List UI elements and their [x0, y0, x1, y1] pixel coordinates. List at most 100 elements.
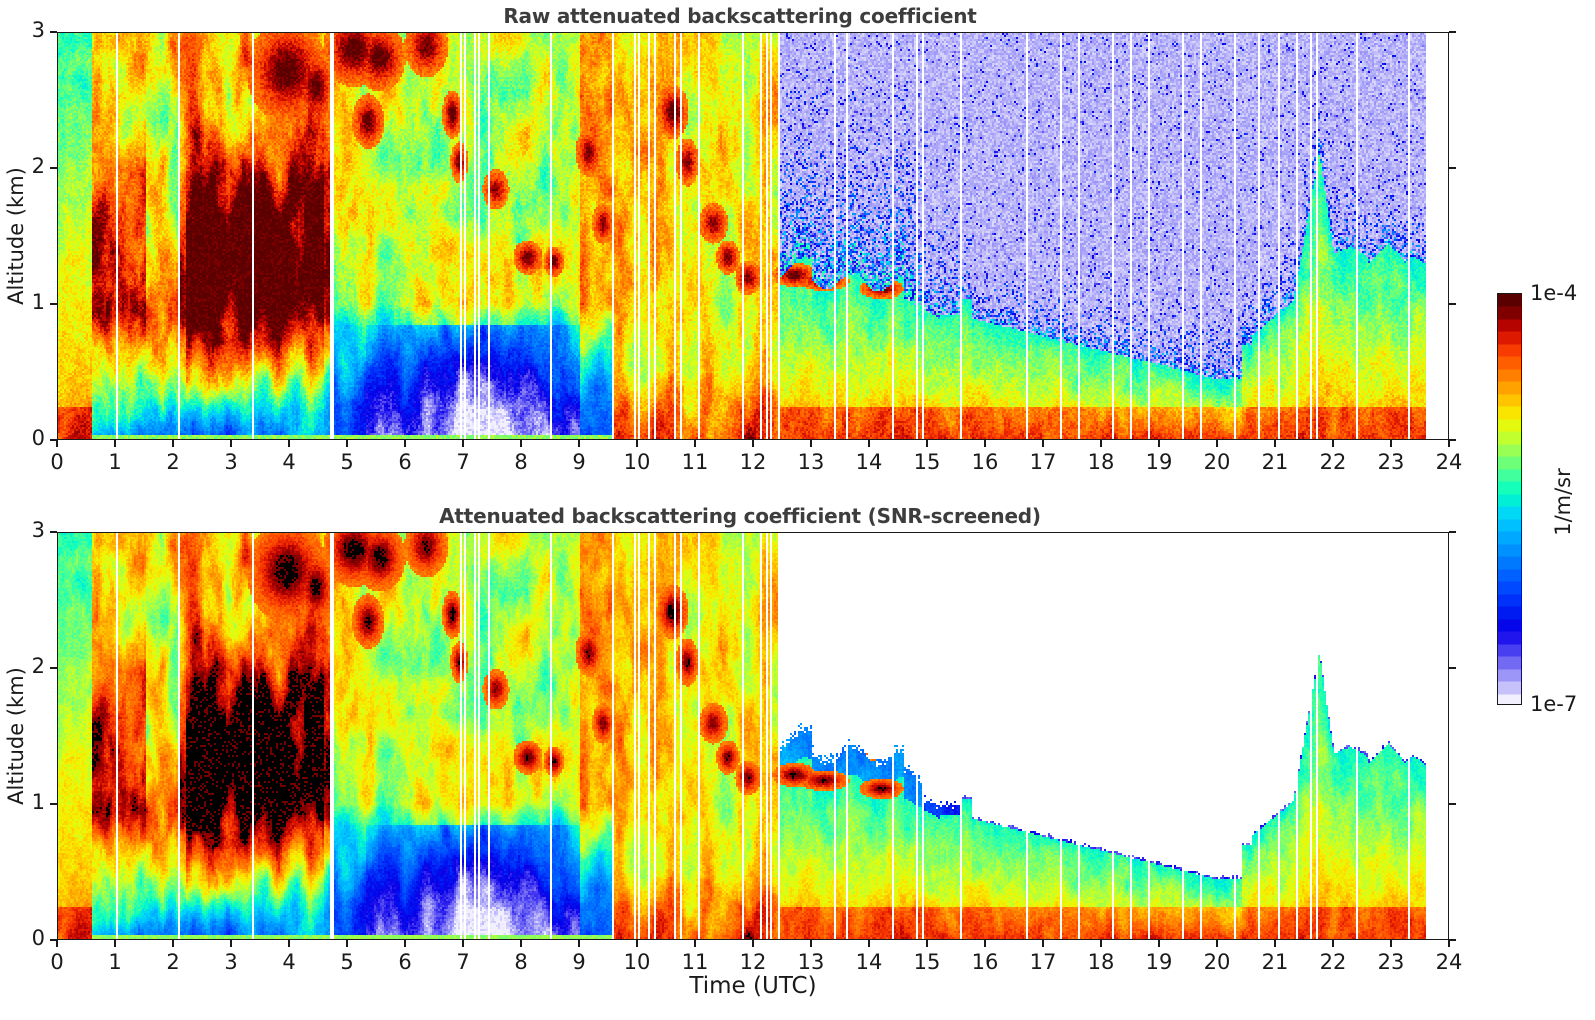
x-tick-label: 3: [224, 950, 238, 974]
panel-screened-backscatter: Attenuated backscattering coefficient (S…: [4, 504, 1463, 999]
y-tick: [50, 167, 57, 169]
x-tick-label: 21: [1261, 950, 1289, 974]
x-tick: [810, 440, 812, 447]
x-tick: [1390, 440, 1392, 447]
x-tick-label: 16: [971, 950, 999, 974]
y-tick-right: [1449, 439, 1456, 441]
panel-raw-backscatter: Raw attenuated backscattering coefficien…: [0, 0, 1480, 480]
y-tick: [50, 31, 57, 33]
y-tick-label: 3: [31, 518, 45, 542]
x-tick: [752, 440, 754, 447]
x-tick: [462, 440, 464, 447]
y-tick: [50, 303, 57, 305]
x-tick: [1216, 940, 1218, 947]
x-tick: [868, 940, 870, 947]
x-tick-label: 15: [913, 450, 941, 474]
x-tick: [1274, 940, 1276, 947]
x-tick-label: 22: [1319, 450, 1347, 474]
x-tick: [1448, 940, 1450, 947]
x-tick-label: 14: [855, 450, 883, 474]
x-tick: [810, 940, 812, 947]
x-tick: [404, 440, 406, 447]
x-tick: [578, 440, 580, 447]
x-tick: [462, 940, 464, 947]
colorbar: [1497, 293, 1522, 705]
x-tick-label: 19: [1145, 950, 1173, 974]
x-tick: [172, 940, 174, 947]
y-tick-label: 3: [31, 18, 45, 42]
x-tick: [1158, 440, 1160, 447]
x-tick-label: 23: [1377, 950, 1405, 974]
x-tick-label: 10: [623, 450, 651, 474]
y-tick-right: [1449, 667, 1456, 669]
x-tick-label: 9: [572, 950, 586, 974]
x-tick-label: 18: [1087, 950, 1115, 974]
plot-area-raw: [57, 32, 1449, 440]
x-tick-label: 17: [1029, 450, 1057, 474]
colorbar-min-label: 1e-7: [1530, 692, 1578, 716]
x-tick: [1390, 940, 1392, 947]
x-tick-label: 20: [1203, 450, 1231, 474]
x-tick: [752, 940, 754, 947]
x-tick-label: 24: [1435, 450, 1463, 474]
y-tick: [50, 439, 57, 441]
x-tick-label: 20: [1203, 950, 1231, 974]
y-tick: [50, 667, 57, 669]
x-tick-label: 8: [514, 450, 528, 474]
x-tick: [56, 440, 58, 447]
x-tick-label: 5: [340, 950, 354, 974]
x-tick: [288, 940, 290, 947]
x-tick: [1216, 440, 1218, 447]
x-tick: [926, 440, 928, 447]
colorbar-max-label: 1e-4: [1530, 281, 1578, 305]
x-tick: [1158, 940, 1160, 947]
x-tick: [56, 940, 58, 947]
y-tick-right: [1449, 531, 1456, 533]
x-tick: [346, 440, 348, 447]
x-tick-label: 11: [681, 450, 709, 474]
colorbar-group: 1e-4 1e-7 1/m/sr: [1460, 0, 1595, 1020]
x-tick-label: 13: [797, 450, 825, 474]
y-tick-right: [1449, 939, 1456, 941]
y-tick-label: 1: [31, 290, 45, 314]
x-axis-label-time: Time (UTC): [689, 973, 817, 999]
x-tick-label: 0: [50, 950, 64, 974]
x-tick-label: 4: [282, 450, 296, 474]
panel-screened-title: Attenuated backscattering coefficient (S…: [439, 504, 1041, 528]
x-tick: [1042, 440, 1044, 447]
x-tick: [636, 440, 638, 447]
x-tick-label: 8: [514, 950, 528, 974]
y-tick-label: 2: [31, 154, 45, 178]
x-tick: [404, 940, 406, 947]
y-tick: [50, 531, 57, 533]
x-tick-label: 3: [224, 450, 238, 474]
x-tick: [520, 440, 522, 447]
x-tick: [1042, 940, 1044, 947]
x-tick-label: 9: [572, 450, 586, 474]
x-tick-label: 22: [1319, 950, 1347, 974]
x-tick-label: 16: [971, 450, 999, 474]
x-tick: [1100, 940, 1102, 947]
x-tick-label: 12: [739, 450, 767, 474]
x-tick-label: 13: [797, 950, 825, 974]
x-tick: [1448, 440, 1450, 447]
x-tick-label: 5: [340, 450, 354, 474]
x-tick-label: 24: [1435, 950, 1463, 974]
x-tick-label: 14: [855, 950, 883, 974]
y-tick-label: 0: [31, 926, 45, 950]
x-tick-label: 17: [1029, 950, 1057, 974]
x-tick: [984, 440, 986, 447]
y-tick-right: [1449, 31, 1456, 33]
x-tick: [636, 940, 638, 947]
x-tick-label: 2: [166, 950, 180, 974]
x-tick: [868, 440, 870, 447]
y-tick: [50, 803, 57, 805]
y-tick-label: 2: [31, 654, 45, 678]
x-tick: [114, 940, 116, 947]
x-tick: [230, 440, 232, 447]
y-tick-label: 0: [31, 426, 45, 450]
x-tick: [926, 940, 928, 947]
x-tick-label: 11: [681, 950, 709, 974]
x-tick: [578, 940, 580, 947]
